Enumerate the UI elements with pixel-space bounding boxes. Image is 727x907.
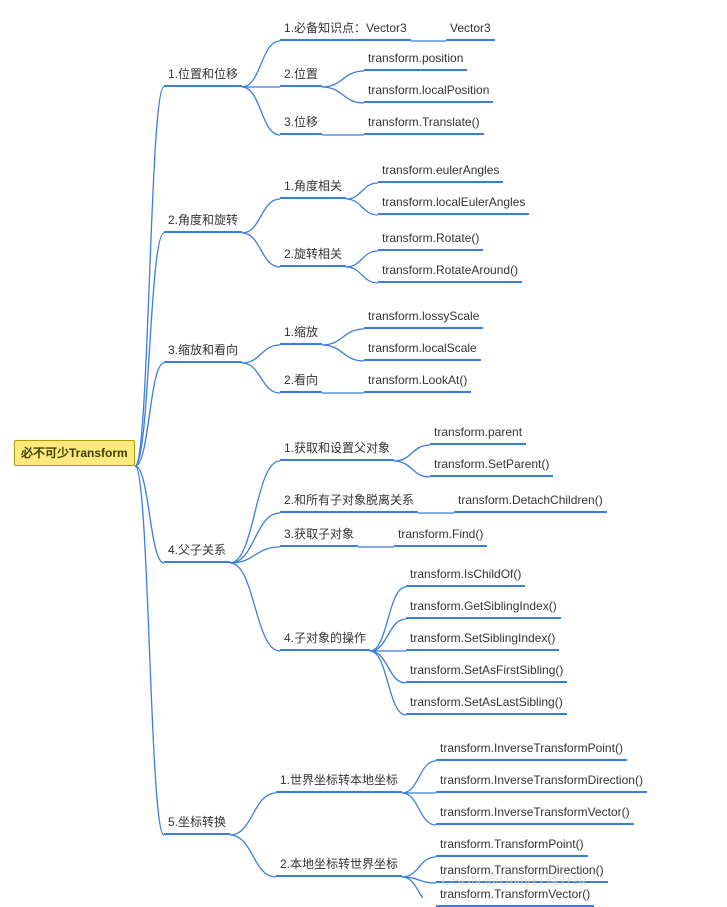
mindmap-node: transform.localPosition bbox=[364, 80, 493, 103]
mindmap-node: transform.InverseTransformPoint() bbox=[436, 738, 627, 761]
mindmap-node: 4.父子关系 bbox=[164, 540, 230, 563]
mindmap-node: 2.旋转相关 bbox=[280, 244, 346, 267]
mindmap-node: transform.LookAt() bbox=[364, 370, 471, 393]
mindmap-node: transform.DetachChildren() bbox=[454, 490, 607, 513]
mindmap-node: 4.子对象的操作 bbox=[280, 628, 370, 651]
mindmap-node: transform.SetAsLastSibling() bbox=[406, 692, 567, 715]
mindmap-node: 5.坐标转换 bbox=[164, 812, 230, 835]
mindmap-node: transform.InverseTransformVector() bbox=[436, 802, 634, 825]
mindmap-node: transform.SetSiblingIndex() bbox=[406, 628, 559, 651]
mindmap-node: 3.缩放和看向 bbox=[164, 340, 242, 363]
mindmap-node: transform.lossyScale bbox=[364, 306, 483, 329]
mindmap-node: 1.位置和位移 bbox=[164, 64, 242, 87]
mindmap-node: 1.世界坐标转本地坐标 bbox=[276, 770, 402, 793]
mindmap-node: transform.SetAsFirstSibling() bbox=[406, 660, 567, 683]
mindmap-node: transform.GetSiblingIndex() bbox=[406, 596, 561, 619]
mindmap-node: 1.获取和设置父对象 bbox=[280, 438, 394, 461]
mindmap-node: transform.localScale bbox=[364, 338, 481, 361]
mindmap-node: 3.获取子对象 bbox=[280, 524, 358, 547]
mindmap-node: 3.位移 bbox=[280, 112, 322, 135]
mindmap-node: transform.localEulerAngles bbox=[378, 192, 529, 215]
mindmap-node: Vector3 bbox=[446, 18, 495, 41]
mindmap-node: 2.看向 bbox=[280, 370, 322, 393]
mindmap-node: transform.RotateAround() bbox=[378, 260, 522, 283]
mindmap-node: transform.TransformPoint() bbox=[436, 834, 588, 857]
mindmap-node: transform.TransformVector() bbox=[436, 884, 594, 907]
mindmap-node: 2.位置 bbox=[280, 64, 322, 87]
mindmap-node: transform.Translate() bbox=[364, 112, 484, 135]
root-node: 必不可少Transform bbox=[14, 440, 135, 466]
mindmap-node: transform.TransformDirection() bbox=[436, 860, 608, 883]
mindmap-node: 1.必备知识点：Vector3 bbox=[280, 18, 411, 41]
mindmap-node: 1.角度相关 bbox=[280, 176, 346, 199]
mindmap-node: transform.SetParent() bbox=[430, 454, 553, 477]
mindmap-node: transform.eulerAngles bbox=[378, 160, 503, 183]
mindmap-node: transform.parent bbox=[430, 422, 526, 445]
mindmap-node: 2.本地坐标转世界坐标 bbox=[276, 854, 402, 877]
mindmap-node: transform.IsChildOf() bbox=[406, 564, 525, 587]
mindmap-node: 1.缩放 bbox=[280, 322, 322, 345]
mindmap-node: transform.Rotate() bbox=[378, 228, 483, 251]
mindmap-node: transform.position bbox=[364, 48, 467, 71]
mindmap-node: 2.和所有子对象脱离关系 bbox=[280, 490, 418, 513]
mindmap-node: 2.角度和旋转 bbox=[164, 210, 242, 233]
mindmap-node: transform.Find() bbox=[394, 524, 487, 547]
mindmap-node: transform.InverseTransformDirection() bbox=[436, 770, 647, 793]
